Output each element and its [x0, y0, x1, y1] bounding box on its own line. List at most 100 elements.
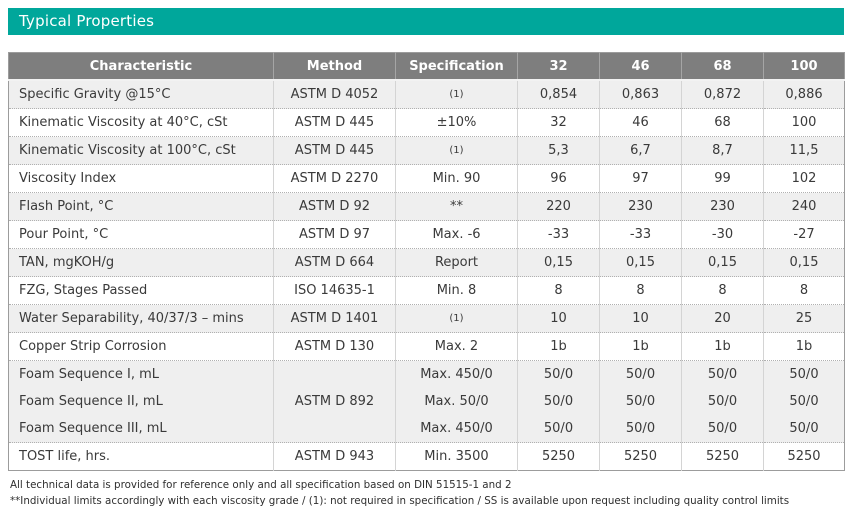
table-row: TOST life, hrs. ASTM D 943 Min. 3500 5250 52… — [8, 442, 845, 471]
method-cell: ASTM D 664 — [273, 248, 396, 277]
value-cell: 100 — [763, 108, 845, 137]
value-cell: 5250 — [599, 442, 682, 471]
specification-cell: Min. 90 — [395, 164, 518, 193]
value-cell: 11,5 — [763, 136, 845, 165]
value-cell: 5250 — [517, 442, 600, 471]
value-cell: 0,15 — [681, 248, 764, 277]
value-cell: 50/0 — [763, 360, 845, 388]
section-title-bar: Typical Properties — [8, 8, 844, 35]
characteristic-cell: Kinematic Viscosity at 40°C, cSt — [8, 108, 274, 137]
characteristic-cell: FZG, Stages Passed — [8, 276, 274, 305]
value-cell: 230 — [599, 192, 682, 221]
section-title: Typical Properties — [19, 12, 155, 30]
value-cell: 50/0 — [517, 388, 600, 415]
method-cell: ASTM D 130 — [273, 332, 396, 361]
method-cell: ASTM D 4052 — [273, 79, 396, 109]
value-cell: 5250 — [681, 442, 764, 471]
specification-cell: Min. 3500 — [395, 442, 518, 471]
table-row: Foam Sequence I, mL ASTM D 892 Max. 450/0 5… — [8, 360, 845, 443]
specification-cell: Report — [395, 248, 518, 277]
characteristic-cell: Pour Point, °C — [8, 220, 274, 249]
method-cell: ASTM D 445 — [273, 108, 396, 137]
specification-cell: (1) — [395, 304, 518, 333]
footnote-line-2: **Individual limits accordingly with eac… — [10, 494, 790, 507]
characteristic-cell: Kinematic Viscosity at 100°C, cSt — [8, 136, 274, 165]
value-cell: 50/0 — [599, 415, 682, 443]
column-header: 68 — [681, 52, 764, 81]
characteristic-cell: Foam Sequence III, mL — [8, 415, 274, 443]
header-row: Characteristic Method Specification 32 46 68 1… — [8, 52, 845, 81]
method-cell: ASTM D 943 — [273, 442, 396, 471]
value-cell: 8 — [681, 276, 764, 305]
value-cell: 10 — [517, 304, 600, 333]
method-cell: ASTM D 97 — [273, 220, 396, 249]
column-header: 32 — [517, 52, 600, 81]
value-cell: 10 — [599, 304, 682, 333]
specification-cell: Max. 50/0 — [395, 388, 518, 415]
value-cell: -27 — [763, 220, 845, 249]
table-row: Copper Strip Corrosion ASTM D 130 Max. 2 1b… — [8, 332, 845, 361]
characteristic-cell: Copper Strip Corrosion — [8, 332, 274, 361]
value-cell: 50/0 — [599, 360, 682, 388]
value-cell: 50/0 — [517, 360, 600, 388]
characteristic-cell: Flash Point, °C — [8, 192, 274, 221]
value-cell: 8,7 — [681, 136, 764, 165]
specification-cell: (1) — [395, 79, 518, 109]
value-cell: 50/0 — [681, 360, 764, 388]
value-cell: 68 — [681, 108, 764, 137]
value-cell: 0,863 — [599, 79, 682, 109]
footnote-line-1: All technical data is provided for refer… — [10, 479, 512, 491]
method-cell: ASTM D 445 — [273, 136, 396, 165]
value-cell: 25 — [763, 304, 845, 333]
value-cell: 0,872 — [681, 79, 764, 109]
value-cell: -30 — [681, 220, 764, 249]
characteristic-cell: TOST life, hrs. — [8, 442, 274, 471]
value-cell: 20 — [681, 304, 764, 333]
value-cell: 0,886 — [763, 79, 845, 109]
value-cell: 0,15 — [763, 248, 845, 277]
table-row: Specific Gravity @15°C ASTM D 4052 (1) 0,85… — [8, 79, 845, 109]
column-header: Characteristic — [8, 52, 274, 81]
characteristic-cell: Viscosity Index — [8, 164, 274, 193]
value-cell: 5,3 — [517, 136, 600, 165]
specification-cell: Min. 8 — [395, 276, 518, 305]
value-cell: 50/0 — [517, 415, 600, 443]
footnotes: All technical data is provided for refer… — [10, 478, 846, 509]
method-cell: ASTM D 892 — [273, 360, 396, 443]
value-cell: 102 — [763, 164, 845, 193]
table-row: Pour Point, °C ASTM D 97 Max. -6 -33 -33 -30-… — [8, 220, 845, 249]
characteristic-cell: TAN, mgKOH/g — [8, 248, 274, 277]
value-cell: 8 — [599, 276, 682, 305]
method-cell: ISO 14635-1 — [273, 276, 396, 305]
value-cell: 50/0 — [599, 388, 682, 415]
value-cell: -33 — [517, 220, 600, 249]
value-cell: 0,854 — [517, 79, 600, 109]
method-cell: ASTM D 2270 — [273, 164, 396, 193]
value-cell: 50/0 — [763, 415, 845, 443]
table-row: Foam Sequence II, mL Max. 50/0 50/0 50/0 50/… — [8, 388, 845, 415]
specification-cell: ** — [395, 192, 518, 221]
value-cell: 8 — [517, 276, 600, 305]
value-cell: 1b — [517, 332, 600, 361]
value-cell: -33 — [599, 220, 682, 249]
value-cell: 240 — [763, 192, 845, 221]
table-header-row: Characteristic Method Specification 32 46 68 1… — [8, 52, 845, 81]
table-row: Kinematic Viscosity at 100°C, cSt ASTM D … — [8, 136, 845, 165]
value-cell: 1b — [763, 332, 845, 361]
table-row: Flash Point, °C ASTM D 92 ** 220 230 230 240 — [8, 192, 845, 221]
value-cell: 97 — [599, 164, 682, 193]
table-row: Foam Sequence III, mL Max. 450/0 50/0 50/0 5… — [8, 415, 845, 443]
method-cell: ASTM D 92 — [273, 192, 396, 221]
value-cell: 46 — [599, 108, 682, 137]
table-row: TAN, mgKOH/g ASTM D 664 Report 0,15 0,15 0,15… — [8, 248, 845, 277]
value-cell: 1b — [681, 332, 764, 361]
column-header: 46 — [599, 52, 682, 81]
specification-cell: Max. 2 — [395, 332, 518, 361]
specification-cell: ±10% — [395, 108, 518, 137]
value-cell: 5250 — [763, 442, 845, 471]
column-header: 100 — [763, 52, 845, 81]
value-cell: 0,15 — [599, 248, 682, 277]
value-cell: 50/0 — [763, 388, 845, 415]
value-cell: 230 — [681, 192, 764, 221]
value-cell: 6,7 — [599, 136, 682, 165]
